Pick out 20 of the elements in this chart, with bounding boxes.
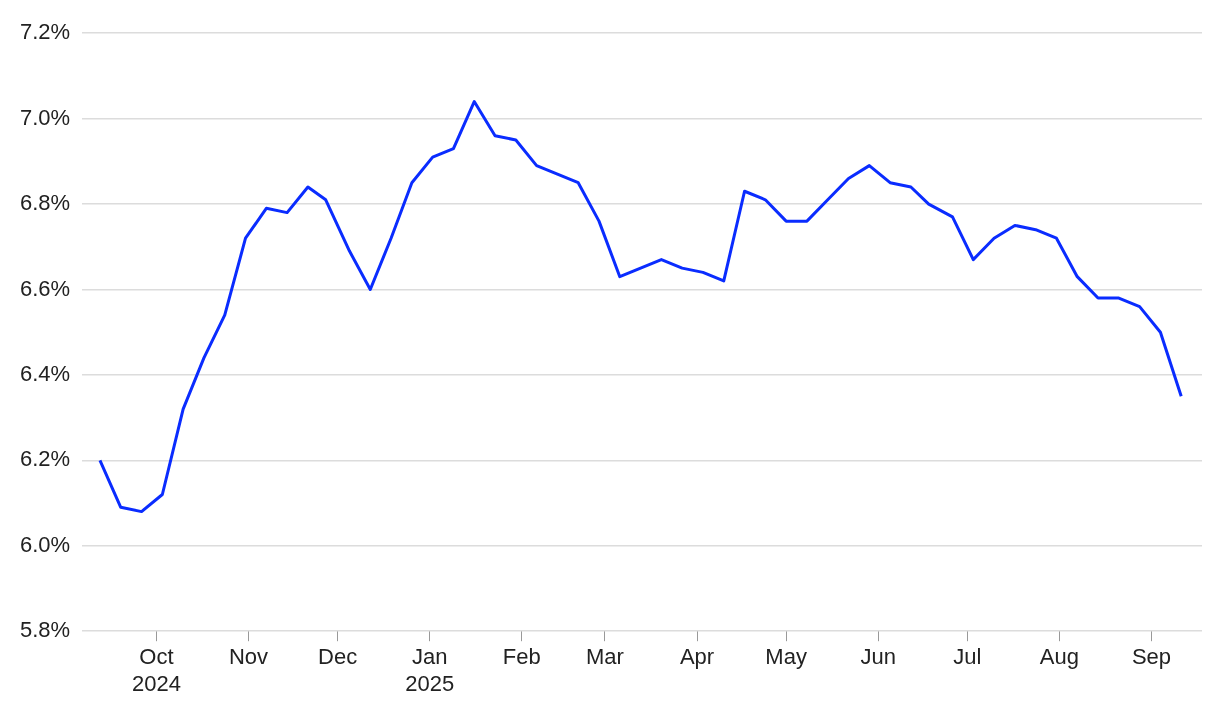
y-tick-label: 7.2% — [19, 19, 71, 45]
y-tick-label: 7.0% — [19, 104, 71, 130]
y-tick-label: 5.8% — [19, 617, 71, 643]
x-tick-label: Sep — [1131, 644, 1172, 670]
x-tick-label: Apr — [679, 644, 715, 670]
x-tick-label: Nov — [228, 644, 269, 670]
y-tick-label: 6.6% — [19, 275, 71, 301]
x-tick-label: Dec — [318, 644, 358, 670]
x-tick-label: Jul — [953, 644, 982, 670]
x-tick-label: May — [765, 644, 807, 670]
x-tick-label: Jun — [860, 644, 896, 670]
x-tick-label: Feb — [502, 644, 541, 670]
y-tick-label: 6.8% — [19, 190, 71, 216]
x-tick-label: Mar — [586, 644, 624, 670]
x-tick-label: Aug — [1039, 644, 1079, 670]
y-tick-label: 6.4% — [19, 360, 71, 386]
y-tick-label: 6.0% — [19, 531, 71, 557]
x-tick-label: Oct 2024 — [131, 644, 181, 696]
x-tick-label: Jan 2025 — [405, 644, 455, 696]
y-tick-label: 6.2% — [19, 446, 71, 472]
